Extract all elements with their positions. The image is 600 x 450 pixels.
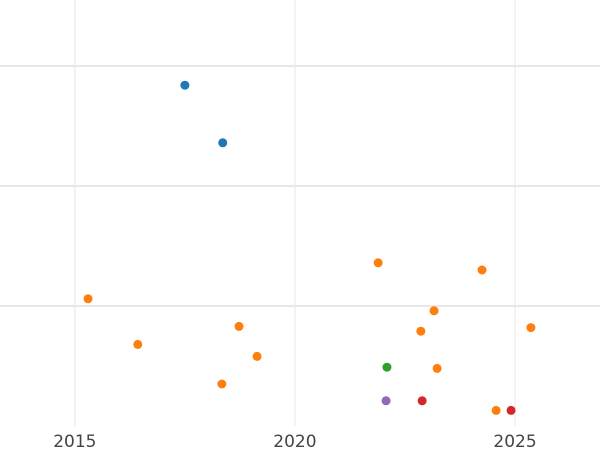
- data-point: [416, 326, 426, 336]
- data-point: [234, 321, 244, 331]
- data-point: [382, 362, 392, 372]
- data-point: [417, 396, 427, 406]
- data-point: [217, 379, 227, 389]
- data-point: [432, 363, 442, 373]
- data-point: [381, 396, 391, 406]
- data-point: [506, 405, 516, 415]
- data-point: [477, 265, 487, 275]
- data-point: [491, 405, 501, 415]
- data-point: [218, 138, 228, 148]
- data-point: [373, 258, 383, 268]
- data-point: [429, 306, 439, 316]
- data-point: [83, 294, 93, 304]
- x-tick-label: 2025: [493, 432, 536, 450]
- data-point: [133, 339, 143, 349]
- x-tick-label: 2015: [53, 432, 96, 450]
- x-tick-label: 2020: [273, 432, 316, 450]
- data-point: [526, 323, 536, 333]
- x-axis-ticks: 2015 2020 2025: [53, 432, 536, 450]
- data-point: [180, 80, 190, 90]
- points: [83, 80, 536, 415]
- grid: [0, 0, 600, 426]
- data-point: [252, 351, 262, 361]
